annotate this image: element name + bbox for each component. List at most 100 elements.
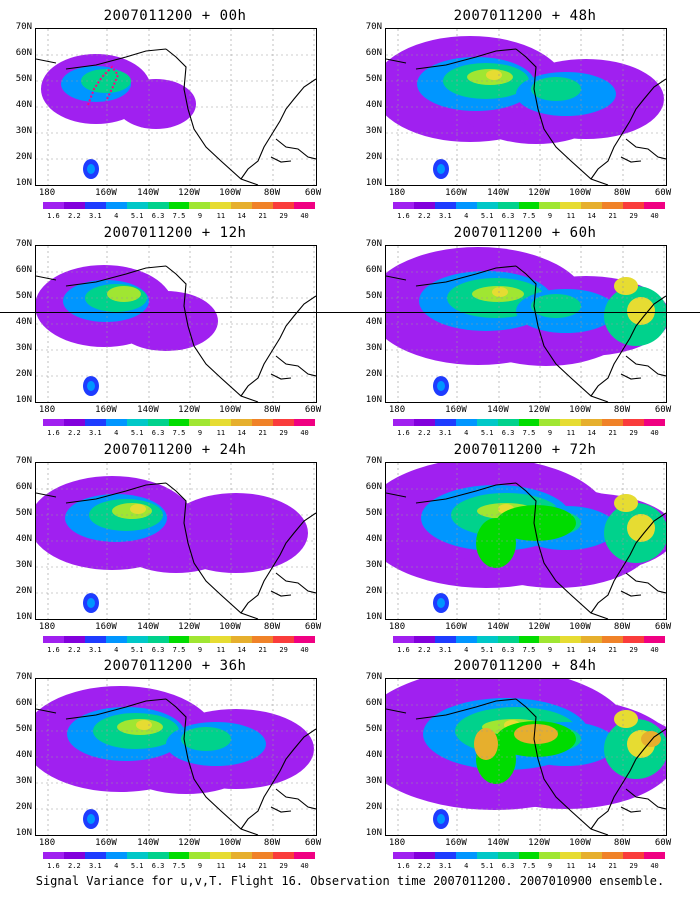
y-tick-label: 70N	[15, 456, 32, 466]
y-tick-label: 60N	[15, 265, 32, 275]
coastline	[36, 48, 316, 185]
x-tick-label: 180	[38, 838, 56, 848]
y-tick-label: 20N	[365, 802, 382, 812]
colorbar-label: 9	[197, 429, 203, 437]
colorbar-label: 3.1	[438, 429, 452, 437]
coastline	[270, 788, 316, 813]
colorbar-label: 11	[566, 646, 576, 654]
colorbar-label: 29	[629, 646, 638, 654]
colorbar-label: 6.3	[151, 429, 165, 437]
map-panel: 2007011200 + 24h 70N 60N 50N 40N 30N 20N 10N 180…	[0, 442, 330, 657]
y-tick-label: 20N	[365, 586, 382, 596]
variance-contour	[437, 164, 445, 174]
y-tick-label: 30N	[365, 126, 382, 136]
y-tick-label: 40N	[365, 534, 382, 544]
colorbar-swatch	[294, 636, 315, 643]
coastline	[386, 48, 666, 185]
colorbar-label: 1.6	[47, 646, 60, 654]
colorbar-swatch	[105, 202, 127, 209]
y-tick-label: 10N	[365, 178, 382, 188]
colorbar-label: 2.2	[68, 212, 81, 220]
colorbar-swatch	[539, 202, 561, 209]
colorbar-label: 29	[279, 646, 288, 654]
colorbar-label: 21	[258, 862, 267, 870]
x-tick-label: 60W	[654, 188, 672, 198]
map-panel: 2007011200 + 48h 70N 60N 50N 40N 30N 20N 10N 180…	[350, 8, 680, 223]
colorbar-label: 14	[587, 429, 596, 437]
variance-contour	[136, 720, 152, 730]
coastline	[620, 572, 666, 597]
variance-map	[35, 462, 317, 620]
y-tick-label: 20N	[365, 152, 382, 162]
y-tick-label: 40N	[15, 317, 32, 327]
colorbar-label: 1.6	[397, 646, 410, 654]
map-panel: 2007011200 + 84h 70N 60N 50N 40N 30N 20N 10N 180…	[350, 658, 680, 873]
colorbar-label: 9	[197, 646, 203, 654]
y-tick-label: 60N	[365, 482, 382, 492]
y-tick-label: 10N	[15, 612, 32, 622]
panel-title: 2007011200 + 84h	[453, 658, 597, 674]
colorbar-swatch	[644, 636, 665, 643]
colorbar-swatch	[273, 852, 295, 859]
colorbar-swatch	[560, 419, 582, 426]
colorbar-swatch	[602, 419, 624, 426]
panel-title: 2007011200 + 24h	[103, 442, 247, 458]
colorbar-swatch	[476, 419, 498, 426]
y-tick-label: 50N	[15, 74, 32, 84]
colorbar-label: 3.1	[88, 646, 102, 654]
colorbar-swatch	[455, 202, 477, 209]
colorbar-swatch	[147, 636, 169, 643]
colorbar-swatch	[84, 419, 106, 426]
colorbar	[43, 852, 315, 859]
x-tick-label: 80W	[613, 622, 631, 632]
colorbar-swatch	[273, 636, 295, 643]
colorbar-swatch	[413, 202, 435, 209]
colorbar-label: 14	[237, 212, 246, 220]
variance-contour	[474, 728, 498, 760]
y-tick-label: 10N	[15, 178, 32, 188]
y-tick-label: 50N	[365, 508, 382, 518]
panel-title: 2007011200 + 72h	[453, 442, 597, 458]
x-tick-label: 120W	[178, 405, 200, 415]
colorbar-label: 9	[197, 862, 203, 870]
colorbar-swatch	[105, 419, 127, 426]
y-tick-label: 40N	[15, 100, 32, 110]
colorbar-label: 7.5	[172, 429, 186, 437]
coastline	[270, 138, 316, 163]
flight-track	[87, 65, 120, 106]
variance-contour	[486, 70, 502, 80]
y-tick-label: 70N	[15, 22, 32, 32]
coastline	[620, 788, 666, 813]
variance-contour	[627, 514, 655, 542]
colorbar-swatch	[231, 202, 253, 209]
x-tick-label: 60W	[654, 622, 672, 632]
colorbar-swatch	[105, 636, 127, 643]
colorbar-swatch	[43, 202, 64, 209]
colorbar	[393, 202, 665, 209]
x-tick-label: 180	[388, 188, 406, 198]
x-tick-label: 140W	[487, 405, 509, 415]
colorbar-swatch	[581, 419, 603, 426]
x-tick-label: 160W	[445, 405, 467, 415]
colorbar-swatch	[581, 852, 603, 859]
x-tick-label: 100W	[219, 188, 241, 198]
y-tick-label: 40N	[15, 750, 32, 760]
colorbar-label: 9	[547, 212, 553, 220]
variance-contour	[164, 493, 308, 573]
x-tick-label: 80W	[263, 838, 281, 848]
colorbar-label: 7.5	[172, 646, 186, 654]
colorbar-label: 1.6	[397, 429, 410, 437]
colorbar-swatch	[623, 419, 645, 426]
y-tick-label: 70N	[365, 672, 382, 682]
y-tick-label: 30N	[365, 343, 382, 353]
variance-contour	[87, 598, 95, 608]
map-panel: 2007011200 + 72h 70N 60N 50N 40N 30N 20N 10N 180…	[350, 442, 680, 657]
y-tick-label: 70N	[15, 239, 32, 249]
colorbar-swatch	[147, 419, 169, 426]
colorbar-swatch	[455, 852, 477, 859]
colorbar-label: 6.3	[151, 862, 165, 870]
colorbar-label: 40	[300, 429, 309, 437]
colorbar-label: 1.6	[397, 862, 410, 870]
colorbar-swatch	[434, 202, 456, 209]
colorbar-swatch	[476, 852, 498, 859]
